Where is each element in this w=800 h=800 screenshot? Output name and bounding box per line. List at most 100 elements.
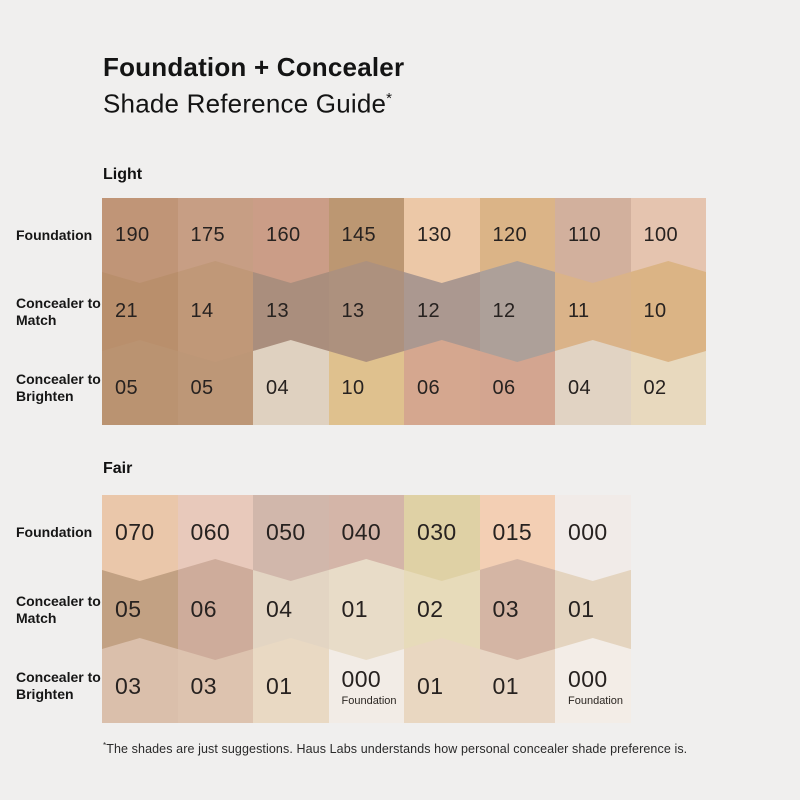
footnote-marker: *	[103, 741, 107, 750]
shade-code: 05	[115, 376, 139, 399]
shade-swatch: 030	[404, 495, 480, 570]
shade-grid-light: 190 175 160 145 130 120 110 100 21 14 13 13 12 12 11 10…	[102, 198, 706, 425]
torn-edge-triangle	[328, 649, 404, 660]
page-title-block: Foundation + Concealer Shade Reference G…	[103, 51, 404, 120]
shade-code: 01	[568, 596, 595, 622]
shade-swatch: 13	[328, 272, 404, 351]
swatch-row: 190 175 160 145 130 120 110 100	[102, 198, 706, 272]
shade-code: 06	[417, 376, 441, 399]
shade-code: 040	[341, 519, 382, 545]
shade-swatch: 11	[555, 272, 631, 351]
shade-code: 03	[190, 672, 217, 699]
shade-swatch: 14	[177, 272, 253, 351]
shade-grid-fair: 070 060 050 040 030 015 000 05 06 04 01 02 03 01 03 03 0…	[102, 495, 631, 723]
shade-code: 06	[492, 376, 516, 399]
shade-code: 000	[341, 665, 382, 692]
shade-swatch: 120	[479, 198, 555, 272]
shade-swatch: 10	[328, 351, 404, 425]
shade-swatch: 110	[555, 198, 631, 272]
shade-code: 190	[115, 223, 150, 246]
shade-code: 060	[190, 519, 231, 545]
shade-swatch: 03	[177, 649, 253, 723]
shade-swatch: 12	[479, 272, 555, 351]
footnote-marker: *	[386, 90, 393, 107]
shade-code: 02	[417, 596, 444, 622]
shade-swatch: 10	[630, 272, 706, 351]
shade-sublabel: Foundation	[341, 694, 397, 707]
shade-code: 12	[492, 300, 516, 322]
shade-code: 01	[266, 672, 293, 699]
shade-swatch: 21	[102, 272, 178, 351]
torn-edge-triangle	[253, 340, 329, 351]
torn-edge-triangle	[479, 649, 555, 660]
shade-swatch: 145	[328, 198, 404, 272]
shade-code: 000	[568, 665, 608, 692]
torn-edge-triangle	[328, 351, 404, 362]
row-label: Concealer to Brighten	[16, 669, 101, 702]
shade-code: 12	[417, 300, 441, 322]
shade-swatch: 175	[177, 198, 253, 272]
shade-code: 01	[417, 672, 444, 699]
section-heading-fair: Fair	[103, 460, 133, 477]
torn-edge-triangle	[555, 638, 631, 649]
shade-swatch: 13	[253, 272, 329, 351]
row-label: Foundation	[16, 226, 93, 243]
shade-swatch: 04	[555, 351, 631, 425]
shade-swatch: 05	[102, 570, 178, 649]
swatch-row: 21 14 13 13 12 12 11 10	[102, 272, 706, 351]
shade-code: 11	[568, 300, 590, 322]
torn-edge-triangle	[479, 559, 555, 570]
shade-swatch: 015	[479, 495, 555, 570]
torn-edge-triangle	[177, 649, 253, 660]
shade-code: 21	[115, 300, 139, 322]
shade-code: 000	[568, 519, 608, 545]
shade-code: 130	[417, 223, 452, 246]
shade-swatch: 01	[555, 570, 631, 649]
shade-swatch: 06	[177, 570, 253, 649]
page-subtitle: Shade Reference Guide*	[103, 88, 393, 119]
torn-edge-triangle	[328, 261, 404, 272]
torn-edge-triangle	[630, 261, 706, 272]
shade-code: 03	[115, 672, 142, 699]
shade-swatch: 02	[404, 570, 480, 649]
torn-edge-triangle	[404, 340, 480, 351]
shade-code: 10	[341, 376, 365, 399]
shade-swatch: 05	[102, 351, 178, 425]
shade-code: 145	[341, 223, 377, 246]
torn-edge-triangle	[102, 570, 178, 581]
torn-edge-triangle	[102, 272, 178, 283]
shade-code: 100	[643, 223, 679, 246]
torn-edge-triangle	[328, 559, 404, 570]
shade-swatch: 04	[253, 570, 329, 649]
shade-swatch: 06	[404, 351, 480, 425]
shade-swatch: 01	[328, 570, 404, 649]
shade-code: 03	[492, 596, 519, 622]
shade-swatch: 190	[102, 198, 178, 272]
page-title: Foundation + Concealer	[103, 52, 405, 82]
torn-edge-triangle	[177, 351, 253, 362]
shade-swatch: 160	[253, 198, 329, 272]
shade-code: 015	[492, 519, 533, 545]
torn-edge-triangle	[404, 570, 480, 581]
swatch-row: 05 06 04 01 02 03 01	[102, 570, 631, 649]
shade-swatch: 070	[102, 495, 178, 570]
shade-code: 02	[643, 376, 667, 399]
shade-code: 050	[266, 519, 306, 545]
shade-code: 05	[190, 376, 214, 399]
shade-swatch: 03	[102, 649, 178, 723]
shade-swatch: 000 Foundation	[328, 649, 404, 723]
shade-swatch: 000 Foundation	[555, 649, 631, 723]
shade-swatch: 04	[253, 351, 329, 425]
shade-code: 175	[190, 223, 226, 246]
shade-swatch: 01	[253, 649, 329, 723]
shade-code: 120	[492, 223, 528, 246]
shade-code: 14	[190, 300, 214, 322]
shade-swatch: 040	[328, 495, 404, 570]
shade-code: 10	[643, 300, 667, 322]
shade-swatch: 06	[479, 351, 555, 425]
torn-edge-triangle	[177, 559, 253, 570]
shade-code: 06	[190, 596, 217, 622]
shade-swatch: 060	[177, 495, 253, 570]
torn-edge-triangle	[177, 261, 253, 272]
shade-code: 04	[266, 376, 290, 399]
